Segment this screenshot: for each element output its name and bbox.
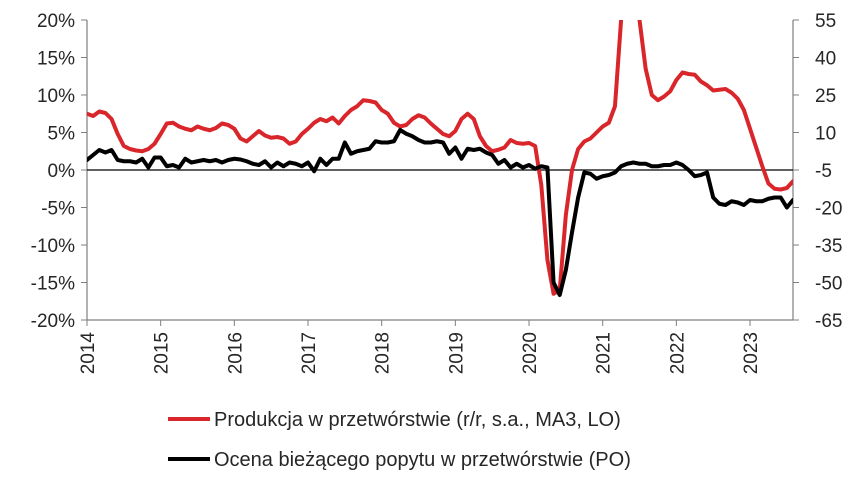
series-line-2	[87, 128, 793, 297]
right-axis-tick-label: -5	[815, 161, 832, 182]
left-axis-tick-label: -20%	[31, 311, 75, 332]
series-line-1	[87, 20, 793, 296]
axes-layer: 20% 15% 10% 5% 0% -5% -10% -15% -20% 55 40 25 10 -5 -2…	[31, 11, 843, 374]
x-axis-tick-label: 2016	[225, 332, 246, 374]
right-axis-tick-label: 55	[815, 11, 836, 32]
x-axis-tick-label: 2021	[594, 332, 615, 374]
x-axis-tick-label: 2022	[667, 332, 688, 374]
x-axis-tick-label: 2020	[520, 332, 541, 374]
left-axis-tick-label: 5%	[48, 124, 76, 145]
right-axis-tick-label: -65	[815, 311, 842, 332]
legend-label-1: Produkcja w przetwórstwie (r/r, s.a., MA…	[214, 409, 621, 431]
left-axis-tick-label: -5%	[41, 199, 75, 220]
left-axis-tick-label: 15%	[37, 49, 75, 70]
right-axis-tick-label: -35	[815, 236, 842, 257]
right-axis-tick-label: -50	[815, 274, 842, 295]
left-axis-tick-label: 0%	[48, 161, 76, 182]
left-axis-tick-label: -10%	[31, 236, 75, 257]
right-axis-tick-label: -20	[815, 199, 842, 220]
series-layer	[87, 20, 793, 297]
legend: Produkcja w przetwórstwie (r/r, s.a., MA…	[168, 409, 631, 471]
left-axis-tick-label: 20%	[37, 11, 75, 32]
x-axis-tick-label: 2014	[78, 332, 99, 375]
left-axis-tick-label: -15%	[31, 274, 75, 295]
right-axis-tick-label: 25	[815, 86, 836, 107]
x-axis-tick-label: 2018	[373, 332, 394, 374]
legend-label-2: Ocena bieżącego popytu w przetwórstwie (…	[214, 449, 631, 471]
left-axis-tick-label: 10%	[37, 86, 75, 107]
x-axis-tick-label: 2017	[299, 332, 320, 374]
x-axis-tick-label: 2015	[152, 332, 173, 374]
x-axis-tick-label: 2023	[741, 332, 762, 374]
right-axis-tick-label: 10	[815, 124, 836, 145]
x-axis-tick-label: 2019	[446, 332, 467, 374]
right-axis-tick-label: 40	[815, 49, 836, 70]
